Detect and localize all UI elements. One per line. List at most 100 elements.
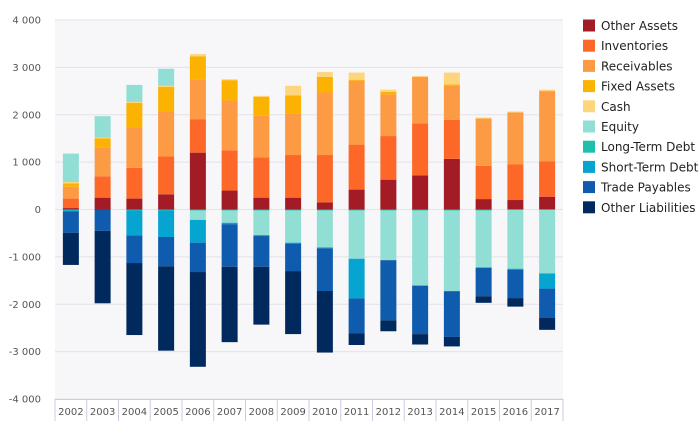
bar-segment-receivables — [94, 147, 111, 177]
bar-segment-fixed-assets — [285, 95, 302, 114]
bar-segment-trade-payables — [94, 209, 111, 231]
legend: Other Assets Inventories Receivables Fixed … — [583, 19, 699, 215]
bars — [62, 54, 556, 367]
bar-segment-equity — [253, 210, 270, 236]
bar-segment-long-term-debt — [316, 209, 333, 211]
bar-segment-fixed-assets — [316, 76, 333, 93]
bar-segment-receivables — [126, 127, 143, 168]
bar-segment-inventories — [348, 144, 365, 190]
bar-segment-trade-payables — [285, 243, 302, 272]
bar-segment-equity — [507, 209, 524, 269]
bar-segment-long-term-debt — [475, 209, 492, 211]
bar-segment-trade-payables — [253, 236, 270, 267]
x-tick-label: 2008 — [249, 407, 274, 418]
bar-segment-long-term-debt — [348, 209, 365, 211]
bar-segment-other-assets — [285, 197, 302, 210]
bar-segment-cash — [126, 101, 143, 103]
bar-segment-short-term-debt — [189, 219, 206, 243]
y-tick-label: 2 000 — [12, 110, 41, 121]
bar-segment-other-liabilities — [158, 266, 175, 351]
bar-segment-trade-payables — [539, 288, 556, 318]
bar-segment-receivables — [412, 76, 429, 124]
bar-segment-other-liabilities — [94, 230, 111, 304]
legend-swatch — [583, 59, 595, 72]
bar-segment-receivables — [221, 100, 238, 151]
x-tick-label: 2016 — [503, 407, 528, 418]
bar-segment-trade-payables — [189, 242, 206, 273]
x-tick-label: 2005 — [153, 407, 178, 418]
legend-label: Cash — [601, 100, 631, 114]
bar-segment-equity — [62, 153, 79, 183]
bar-segment-trade-payables — [443, 291, 460, 337]
y-axis-ticks: 4 000 3 000 2 000 1 000 0 -1 000 -2 000 -3 000 -… — [9, 16, 41, 406]
x-tick-label: 2004 — [122, 407, 147, 418]
y-tick-label: -1 000 — [9, 252, 41, 263]
bar-segment-other-liabilities — [443, 336, 460, 347]
bar-segment-inventories — [507, 164, 524, 201]
bar-segment-equity — [94, 116, 111, 138]
bar-segment-inventories — [412, 123, 429, 176]
bar-segment-other-assets — [380, 179, 397, 210]
legend-swatch — [583, 160, 595, 173]
bar-segment-other-assets — [539, 196, 556, 210]
bar-segment-other-assets — [189, 152, 206, 210]
bar-segment-other-liabilities — [316, 290, 333, 353]
bar-segment-receivables — [189, 79, 206, 120]
bar-segment-cash — [316, 72, 333, 77]
legend-label: Long-Term Debt — [601, 140, 695, 154]
bar-segment-fixed-assets — [221, 80, 238, 101]
bar-segment-other-assets — [94, 197, 111, 210]
bar-segment-other-assets — [507, 200, 524, 210]
bar-segment-long-term-debt — [285, 209, 302, 211]
legend-label: Equity — [601, 120, 639, 134]
bar-segment-short-term-debt — [348, 258, 365, 299]
y-tick-label: 1 000 — [12, 158, 41, 169]
bar-segment-other-assets — [158, 194, 175, 210]
bar-segment-inventories — [94, 176, 111, 198]
x-tick-label: 2010 — [312, 407, 337, 418]
bar-segment-long-term-debt — [189, 209, 206, 211]
bar-segment-other-liabilities — [221, 266, 238, 343]
bar-segment-receivables — [316, 92, 333, 156]
bar-segment-cash — [94, 137, 111, 139]
bar-segment-receivables — [158, 111, 175, 157]
y-tick-label: 4 000 — [12, 16, 41, 27]
bar-segment-other-assets — [126, 198, 143, 210]
bar-segment-receivables — [285, 113, 302, 156]
bar-segment-short-term-debt — [253, 235, 270, 237]
legend-swatch — [583, 39, 595, 52]
legend-swatch — [583, 140, 595, 153]
bar-segment-receivables — [380, 94, 397, 137]
bar-segment-other-liabilities — [539, 317, 556, 330]
y-tick-label: 3 000 — [12, 63, 41, 74]
bar-segment-trade-payables — [412, 285, 429, 335]
legend-swatch — [583, 80, 595, 93]
legend-swatch — [583, 181, 595, 194]
bar-segment-trade-payables — [475, 267, 492, 297]
bar-segment-other-liabilities — [62, 232, 79, 265]
bar-segment-short-term-debt — [507, 268, 524, 270]
bar-segment-receivables — [475, 118, 492, 166]
bar-segment-inventories — [316, 155, 333, 203]
bar-segment-receivables — [539, 91, 556, 162]
legend-label: Receivables — [601, 59, 673, 73]
bar-segment-fixed-assets — [443, 84, 460, 86]
bar-segment-cash — [285, 85, 302, 96]
bar-segment-receivables — [507, 112, 524, 165]
bar-segment-long-term-debt — [443, 209, 460, 211]
bar-segment-inventories — [126, 167, 143, 199]
bar-segment-fixed-assets — [126, 102, 143, 128]
bar-segment-other-liabilities — [348, 333, 365, 345]
y-tick-label: -2 000 — [9, 300, 41, 311]
bar-segment-inventories — [253, 157, 270, 198]
bar-segment-inventories — [475, 165, 492, 200]
bar-segment-cash — [475, 117, 492, 119]
bar-segment-inventories — [285, 155, 302, 198]
bar-segment-long-term-debt — [412, 209, 429, 211]
bar-segment-equity — [126, 84, 143, 102]
bar-segment-other-assets — [253, 197, 270, 210]
bar-segment-equity — [348, 210, 365, 259]
x-axis-ticks: 2002 2003 2004 2005 2006 2007 2008 2009 2010 2011… — [54, 399, 564, 421]
bar-segment-equity — [316, 210, 333, 248]
bar-segment-other-assets — [412, 175, 429, 210]
